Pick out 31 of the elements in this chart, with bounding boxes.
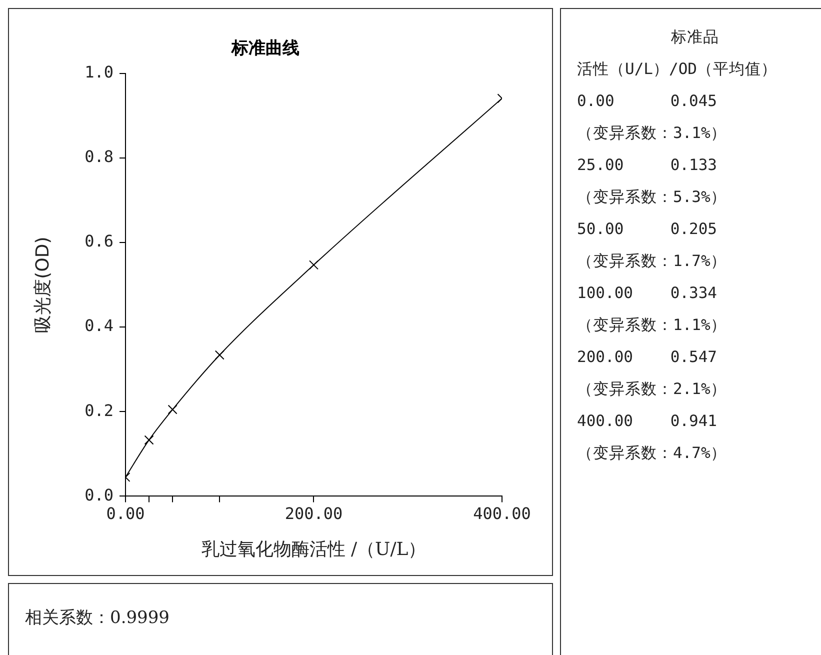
text: （变异系数：1.7%） [576, 251, 728, 272]
text: 标准品 [670, 27, 720, 48]
text: 0.00 0.045 [576, 91, 718, 112]
text: 200.00 0.547 [576, 347, 718, 368]
text: （变异系数：3.1%） [576, 123, 728, 144]
text: 400.00 0.941 [576, 411, 718, 432]
point [144, 435, 154, 445]
chart-title: 标准曲线 [230, 38, 300, 59]
y-tick-label: 0.2 [84, 400, 114, 420]
y-tick-label: 1.0 [84, 62, 114, 82]
y-axis-title: 吸光度(OD) [32, 236, 54, 333]
text: （变异系数：2.1%） [576, 379, 728, 400]
text: （变异系数：5.3%） [576, 187, 728, 208]
text: 100.00 0.334 [576, 283, 718, 304]
y-tick-label: 0.6 [84, 232, 114, 251]
x-axis-title: 乳过氧化物酶活性 /（U/L） [201, 538, 426, 560]
text: （变异系数：1.1%） [576, 315, 728, 336]
text: 50.00 0.205 [576, 219, 718, 240]
text: 活性（U/L）/OD（平均值） [576, 59, 778, 80]
x-tick-label: 400.00 [473, 504, 531, 523]
point [214, 350, 224, 360]
point [168, 404, 178, 414]
text: 25.00 0.133 [576, 155, 718, 176]
x-tick-label: 200.00 [284, 504, 343, 523]
text: （变异系数：4.7%） [576, 443, 728, 464]
y-tick-label: 0.0 [84, 485, 114, 504]
point [309, 260, 318, 270]
x-tick-label: 0.00 [106, 504, 145, 523]
y-tick-label: 0.4 [84, 316, 114, 336]
text: 相关系数：0.9999 [24, 607, 170, 629]
y-tick-label: 0.8 [84, 147, 114, 166]
